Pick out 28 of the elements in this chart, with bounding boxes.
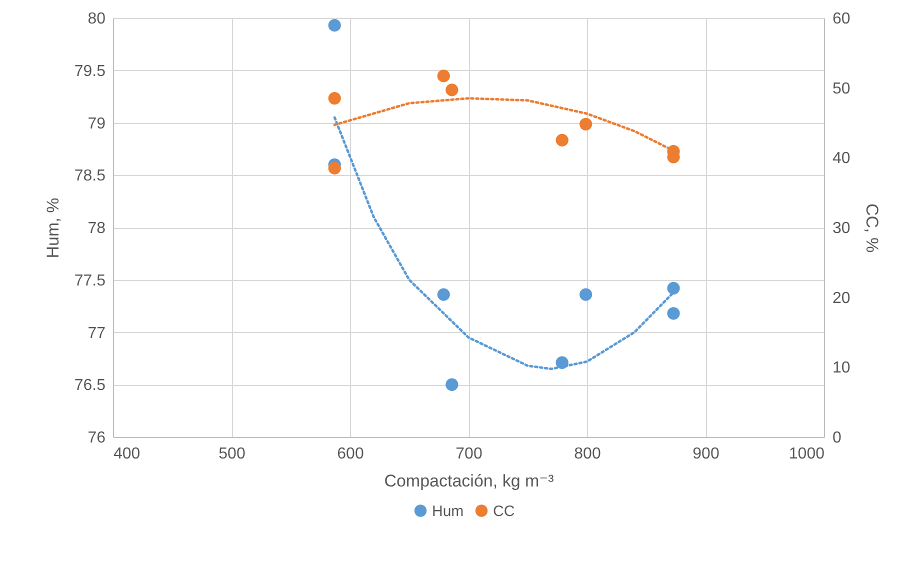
x-tick-label: 900	[692, 446, 720, 462]
y-tick-label: 79	[88, 115, 106, 132]
x-tick-label: 600	[337, 446, 364, 462]
y2-tick-label: 60	[832, 10, 850, 28]
y-axis-title: Hum, %	[43, 198, 62, 258]
legend-label: CC	[493, 502, 515, 520]
y2-tick-label: 10	[832, 360, 850, 377]
y2-tick-label: 30	[832, 220, 850, 237]
y-tick-label: 78	[88, 220, 106, 237]
y-tick-label: 80	[88, 10, 106, 28]
y-tick-label: 78.5	[74, 168, 106, 185]
x-axis-title: Compactación, kg m⁻³	[384, 472, 554, 490]
y-tick-label: 79.5	[74, 62, 106, 80]
y2-axis-title: CC, %	[862, 203, 882, 253]
x-tick-label: 800	[574, 446, 601, 462]
x-tick-label: 1000	[788, 446, 825, 462]
y2-tick-label: 40	[832, 150, 850, 168]
y2-tick-label: 50	[832, 80, 850, 98]
legend-label: Hum	[432, 502, 464, 520]
y-tick-label: 76.5	[74, 377, 106, 394]
x-tick-label: 400	[114, 446, 140, 462]
x-tick-label: 700	[456, 446, 482, 462]
y2-tick-label: 0	[832, 430, 842, 446]
x-tick-label: 500	[218, 446, 246, 462]
y-tick-label: 77	[88, 324, 106, 342]
y-tick-label: 76	[88, 430, 106, 446]
y-tick-label: 77.5	[74, 272, 106, 290]
y2-tick-label: 20	[832, 290, 850, 307]
